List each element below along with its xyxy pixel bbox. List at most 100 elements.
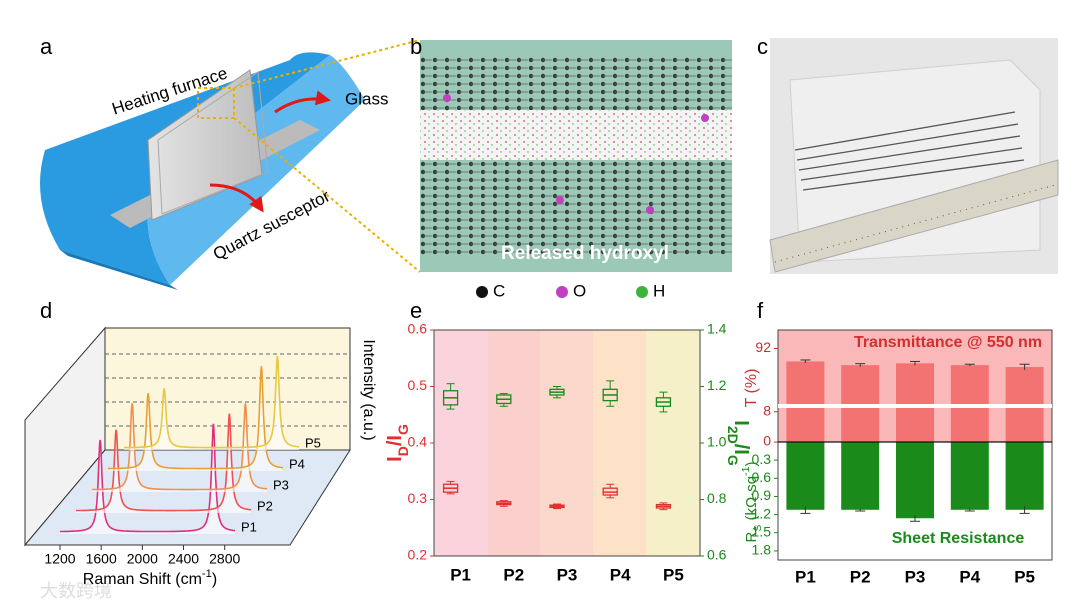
- y2-tick-label: 0.6: [707, 547, 727, 563]
- y-axis-label-part: I: [384, 456, 406, 462]
- bar: [896, 363, 934, 442]
- x-tick-label: 2800: [209, 551, 240, 567]
- y2-tick-label: 1.2: [707, 377, 727, 393]
- y2-tick-label: 1.4: [707, 321, 727, 337]
- watermark: 大数跨境: [40, 581, 112, 601]
- y-tick-label: 0.2: [408, 547, 428, 563]
- y-axis-label-part: (kΩ·sq: [743, 476, 760, 525]
- x-tick-label: P3: [905, 567, 926, 586]
- y-tick-label: 0.5: [408, 377, 428, 393]
- bar: [950, 365, 989, 442]
- panel-label: b: [410, 34, 422, 59]
- y-tick-label: 0.3: [752, 451, 772, 467]
- legend-marker: [556, 286, 568, 298]
- furnace-illustration: [40, 39, 421, 290]
- spectrum: [108, 366, 283, 470]
- spectrum: [60, 423, 235, 533]
- y-axis-label-part: ): [743, 462, 760, 467]
- legend-marker: [636, 286, 648, 298]
- x-tick-label: P4: [959, 567, 980, 586]
- bar: [841, 442, 880, 510]
- y-tick-label: 1.2: [752, 505, 772, 521]
- series-label: P2: [257, 498, 273, 513]
- legend-label: H: [653, 281, 665, 300]
- spectrum-fill: [108, 366, 283, 471]
- bar: [896, 442, 934, 519]
- y-axis-label-part: S: [752, 525, 764, 532]
- annotation: Transmittance @ 550 nm: [854, 334, 1042, 351]
- y-tick-label: 0.3: [408, 490, 428, 506]
- bar: [950, 442, 989, 510]
- y-tick-label: 1.5: [752, 523, 772, 539]
- bar: [1005, 442, 1044, 510]
- x-tick-label: P5: [663, 565, 684, 584]
- x-axis-label-part: Raman Shift (cm: [83, 571, 202, 588]
- y2-tick-label: 0.8: [707, 490, 727, 506]
- y2-tick-label: 1.0: [707, 434, 727, 450]
- y-axis-label-part: -1: [740, 466, 752, 475]
- y-tick-label: 0.6: [752, 469, 772, 485]
- spectrum: [92, 403, 268, 491]
- category-band: [434, 330, 488, 556]
- bar: [786, 442, 825, 510]
- y-axis-label: ID/IG: [384, 424, 410, 462]
- lattice-illustration: [420, 40, 732, 272]
- y-axis-label: RS (kΩ·sq-1): [740, 462, 764, 543]
- x-tick-label: P1: [795, 567, 816, 586]
- back-wall: [104, 327, 351, 451]
- spectrum: [76, 413, 252, 512]
- x-tick-label: 2400: [168, 551, 199, 567]
- bar: [786, 361, 825, 442]
- y-tick-label: 0.4: [408, 434, 428, 450]
- y-axis-label-part: D: [395, 446, 411, 456]
- photo-illustration: [769, 38, 1059, 274]
- y-tick-label: 92: [755, 339, 771, 355]
- y-axis-label: T (%): [743, 369, 760, 408]
- x-tick-label: P1: [450, 565, 471, 584]
- x-axis-label-part: -1: [202, 568, 212, 580]
- y-axis-label: Intensity (a.u.): [360, 339, 377, 440]
- panel-label: d: [40, 298, 52, 323]
- x-tick-label: P5: [1014, 567, 1035, 586]
- series-label: P4: [289, 456, 305, 471]
- category-band: [540, 330, 594, 556]
- y-tick-label: 8: [763, 402, 771, 418]
- y-axis-label-part: R: [743, 531, 760, 542]
- x-tick-label: 1600: [86, 551, 117, 567]
- y-tick-label: 0.9: [752, 487, 772, 503]
- category-band: [593, 330, 647, 556]
- bar: [841, 365, 880, 442]
- series-label: P1: [241, 519, 257, 534]
- x-axis-label-part: ): [212, 571, 217, 588]
- category-band: [487, 330, 541, 556]
- panel-label: c: [757, 34, 768, 59]
- category-band: [646, 330, 700, 556]
- y2-axis-label: I2D/IG: [725, 420, 751, 466]
- series-label: P5: [305, 435, 321, 450]
- annotation: Sheet Resistance: [892, 530, 1025, 547]
- x-tick-label: P2: [503, 565, 524, 584]
- x-tick-label: P2: [850, 567, 871, 586]
- series-label: P3: [273, 477, 289, 492]
- panel-label: a: [40, 34, 53, 59]
- panel-label: f: [757, 298, 764, 323]
- panel-label: e: [410, 298, 422, 323]
- legend-label: O: [573, 281, 586, 300]
- legend-label: C: [493, 281, 505, 300]
- y2-axis-label-part: G: [725, 455, 741, 466]
- legend-marker: [476, 286, 488, 298]
- y-tick-label: 0.6: [408, 321, 428, 337]
- y-axis-label-part: G: [395, 424, 411, 435]
- y2-axis-label-part: 2D: [725, 426, 741, 444]
- y-axis-label-part: /I: [384, 435, 406, 446]
- plot-frame: [777, 329, 1053, 561]
- x-tick-label: P4: [610, 565, 631, 584]
- y2-axis-label-part: /I: [730, 444, 752, 455]
- y-tick-label: 1.8: [752, 542, 772, 558]
- axis-break: [778, 404, 1052, 408]
- annotation: Glass: [345, 89, 388, 108]
- caption: Released hydroxyl: [501, 243, 669, 264]
- x-tick-label: 2000: [127, 551, 158, 567]
- y-tick-label: 0: [763, 433, 771, 449]
